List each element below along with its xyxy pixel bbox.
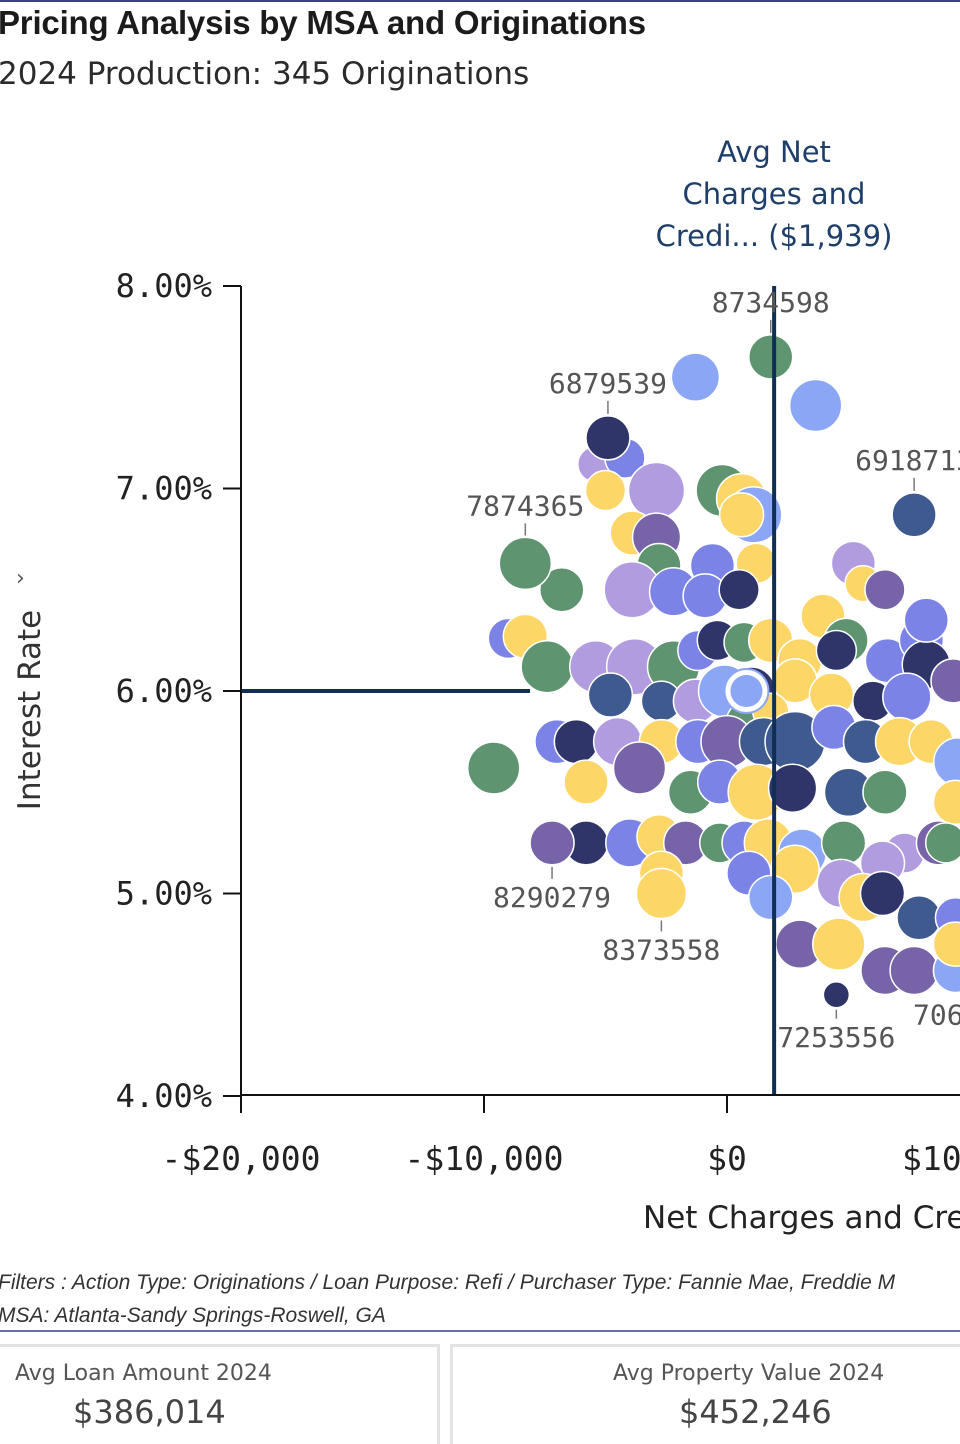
kpi-value: $386,014 — [73, 1393, 226, 1431]
scatter-point[interactable] — [788, 378, 843, 433]
axes: 8.00% 7.00% 6.00% 5.00% 4.00% -$20,000 -$10,00… — [116, 267, 960, 1178]
point-label-7874365: 7874365 — [466, 489, 584, 522]
scatter-point[interactable] — [587, 672, 634, 718]
y-tick-label: 6.00% — [116, 672, 212, 710]
scatter-point[interactable] — [466, 741, 521, 795]
scatter-chart[interactable]: Avg Net Charges and Credi... ($1,939) 8734… — [0, 0, 960, 1250]
kpi-label: Avg Loan Amount 2024 — [15, 1361, 272, 1386]
scatter-point[interactable] — [903, 597, 950, 643]
y-axis-label: Interest Rate — [12, 610, 48, 810]
scatter-point[interactable] — [612, 741, 667, 795]
scatter-point[interactable] — [889, 945, 939, 996]
scatter-point-6918713[interactable] — [891, 492, 937, 538]
scatter-point[interactable] — [584, 469, 627, 512]
x-tick-label: $10 — [902, 1139, 960, 1178]
avg-reference-label-line: Charges and — [683, 177, 866, 211]
x-tick-label: $0 — [707, 1139, 747, 1178]
kpi-value: $452,246 — [679, 1393, 832, 1431]
scatter-point[interactable] — [815, 629, 858, 672]
scatter-point-6879539[interactable] — [585, 415, 631, 461]
scatter-point-7874365[interactable] — [498, 536, 553, 591]
filter-line-1: Filters : Action Type: Originations / Lo… — [0, 1271, 896, 1294]
scatter-point[interactable] — [670, 352, 721, 402]
x-tick-label: -$10,000 — [405, 1139, 564, 1178]
footer-divider — [0, 1330, 960, 1332]
point-label-8290279: 8290279 — [493, 881, 611, 914]
kpi-avg-loan-amount: Avg Loan Amount 2024 $386,014 — [0, 1344, 440, 1444]
scatter-point[interactable] — [747, 874, 794, 921]
scatter-point[interactable] — [862, 769, 908, 815]
page-title: Pricing Analysis by MSA and Originations — [0, 4, 646, 41]
kpi-label: Avg Property Value 2024 — [613, 1361, 885, 1386]
point-label-8373558: 8373558 — [602, 934, 720, 967]
y-tick-label: 7.00% — [116, 470, 212, 508]
scatter-point[interactable] — [932, 779, 960, 826]
scatter-point[interactable] — [718, 492, 765, 538]
avg-reference-label-line: Credi... ($1,939) — [656, 219, 893, 253]
scatter-point[interactable] — [932, 921, 960, 967]
point-label-706: 706 — [913, 999, 960, 1032]
kpi-avg-property-value: Avg Property Value 2024 $452,246 — [450, 1344, 960, 1444]
scatter-point[interactable] — [930, 658, 960, 704]
scatter-point[interactable] — [812, 917, 866, 971]
points-layer[interactable] — [466, 334, 960, 1009]
scatter-point[interactable] — [820, 820, 867, 866]
y-tick-label: 8.00% — [116, 267, 212, 305]
scatter-point[interactable] — [539, 567, 585, 613]
page-subtitle: 2024 Production: 345 Originations — [0, 56, 530, 92]
selected-point[interactable] — [730, 675, 763, 707]
front-points-layer[interactable] — [723, 668, 770, 714]
scatter-point-7253556[interactable] — [822, 981, 851, 1009]
scatter-point-8373558[interactable] — [635, 867, 688, 920]
point-label-7253556: 7253556 — [777, 1021, 895, 1054]
scatter-point-8734598[interactable] — [747, 334, 794, 380]
scatter-point[interactable] — [859, 870, 906, 917]
y-tick-label: 5.00% — [116, 875, 212, 913]
scatter-point[interactable] — [520, 639, 574, 694]
x-axis-label: Net Charges and Cre — [643, 1200, 960, 1236]
scatter-point-8290279[interactable] — [529, 820, 575, 866]
avg-reference-label-line: Avg Net — [717, 135, 831, 169]
avg-reference-label: Avg Net Charges and Credi... ($1,939) — [656, 135, 893, 253]
filter-line-2: MSA: Atlanta-Sandy Springs-Roswell, GA — [0, 1304, 386, 1327]
scatter-point[interactable] — [627, 461, 686, 520]
point-label-6879539: 6879539 — [549, 367, 667, 400]
x-tick-label: -$20,000 — [162, 1139, 321, 1178]
scatter-point[interactable] — [553, 718, 600, 765]
chevron-right-icon[interactable]: › — [16, 566, 25, 591]
scatter-point[interactable] — [718, 569, 760, 611]
scatter-point[interactable] — [563, 759, 609, 805]
point-label-6918713: 6918713 — [855, 444, 960, 477]
filter-summary: Filters : Action Type: Originations / Lo… — [0, 1266, 895, 1332]
scatter-point[interactable] — [864, 569, 906, 611]
scatter-point[interactable] — [896, 895, 942, 941]
scatter-point[interactable] — [882, 672, 932, 722]
top-divider — [0, 0, 960, 2]
scatter-point[interactable] — [767, 763, 818, 813]
scatter-point[interactable] — [924, 822, 960, 864]
reference-lines — [241, 286, 777, 1095]
y-tick-label: 4.00% — [116, 1077, 212, 1115]
point-label-8734598: 8734598 — [712, 286, 830, 319]
point-labels: 8734598 6879539 6918713 7874365 8290279 83735… — [466, 286, 960, 1054]
